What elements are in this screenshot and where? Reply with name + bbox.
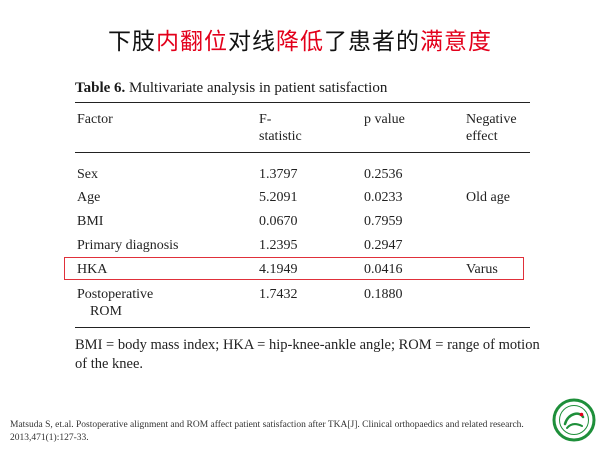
header-f-statistic-line2: statistic xyxy=(259,129,302,144)
row-p-value: 0.0233 xyxy=(364,190,403,205)
row-factor: HKA xyxy=(77,262,108,277)
row-f-statistic: 4.1949 xyxy=(259,262,298,277)
row-factor: BMI xyxy=(77,214,104,229)
title-part-highlight: 满意度 xyxy=(420,29,492,55)
title-part: 对线 xyxy=(228,29,276,55)
table-header-rule xyxy=(75,152,530,153)
title-part-highlight: 降低 xyxy=(276,29,324,55)
row-factor-line2: ROM xyxy=(90,304,122,319)
row-f-statistic: 5.2091 xyxy=(259,190,298,205)
row-factor: Primary diagnosis xyxy=(77,238,179,253)
header-p-value: p value xyxy=(364,112,405,127)
table-bottom-rule xyxy=(75,327,530,328)
title-part-highlight: 内翻位 xyxy=(156,29,228,55)
row-f-statistic: 0.0670 xyxy=(259,214,298,229)
row-f-statistic: 1.7432 xyxy=(259,287,298,302)
title-part: 下肢 xyxy=(108,29,156,55)
row-factor: Age xyxy=(77,190,101,205)
hospital-logo-icon xyxy=(552,398,596,442)
slide-title: 下肢内翻位对线降低了患者的满意度 xyxy=(0,22,600,56)
row-negative-effect: Varus xyxy=(466,262,498,277)
header-f-statistic-line1: F- xyxy=(259,112,272,127)
table-footnote: BMI = body mass index; HKA = hip-knee-an… xyxy=(75,337,540,372)
row-f-statistic: 1.3797 xyxy=(259,167,298,182)
row-p-value: 0.1880 xyxy=(364,287,403,302)
header-negative-effect-line1: Negative xyxy=(466,112,517,127)
row-factor: Sex xyxy=(77,167,98,182)
row-f-statistic: 1.2395 xyxy=(259,238,298,253)
hka-highlight-box xyxy=(64,257,524,280)
row-factor: Postoperative xyxy=(77,287,154,302)
table-caption-text: Multivariate analysis in patient satisfa… xyxy=(129,80,388,96)
row-p-value: 0.2947 xyxy=(364,238,403,253)
table-caption-number: Table 6. xyxy=(75,80,126,96)
reference-citation: Matsuda S, et.al. Postoperative alignmen… xyxy=(10,420,524,443)
row-negative-effect: Old age xyxy=(466,190,510,205)
row-p-value: 0.0416 xyxy=(364,262,403,277)
row-p-value: 0.2536 xyxy=(364,167,403,182)
header-factor: Factor xyxy=(77,112,113,127)
header-negative-effect-line2: effect xyxy=(466,129,498,144)
table-caption: Table 6. Multivariate analysis in patien… xyxy=(75,80,387,97)
table-top-rule xyxy=(75,102,530,103)
row-p-value: 0.7959 xyxy=(364,214,403,229)
title-part: 了患者的 xyxy=(324,29,420,55)
